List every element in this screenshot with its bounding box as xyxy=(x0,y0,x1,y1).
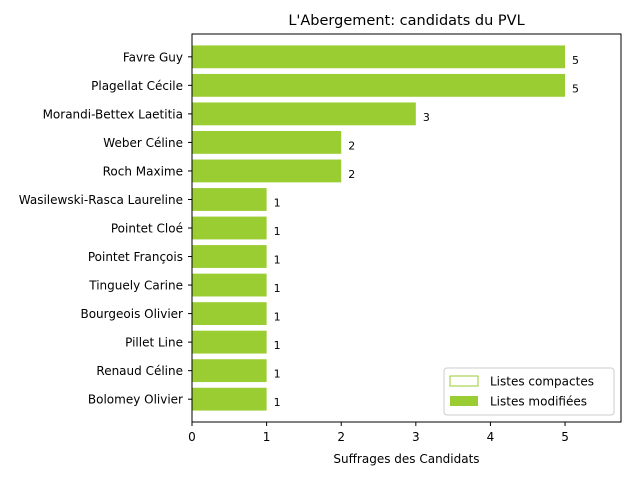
y-tick-label: Favre Guy xyxy=(123,50,183,64)
x-tick-label: 1 xyxy=(263,430,271,444)
bar xyxy=(192,359,267,383)
data-label: 1 xyxy=(274,196,281,209)
legend-label: Listes modifiées xyxy=(490,395,587,409)
y-tick-label: Weber Céline xyxy=(103,136,183,150)
data-label: 5 xyxy=(572,82,579,95)
bar xyxy=(192,273,267,297)
data-label: 5 xyxy=(572,54,579,67)
data-label: 1 xyxy=(274,225,281,238)
bar xyxy=(192,245,267,268)
legend: Listes compactes Listes modifiées xyxy=(443,367,615,416)
bar xyxy=(192,330,267,354)
bar xyxy=(192,131,342,154)
data-label: 1 xyxy=(274,254,281,267)
data-label: 1 xyxy=(274,311,281,324)
bars-layer: 5 5 3 2 2 1 1 1 1 1 1 1 1 xyxy=(192,45,579,411)
data-label: 1 xyxy=(274,282,281,295)
bar xyxy=(192,45,566,69)
bar xyxy=(192,302,267,325)
y-tick-label: Pointet Cloé xyxy=(111,222,183,236)
x-tick-label: 5 xyxy=(561,430,569,444)
y-tick-label: Roch Maxime xyxy=(103,164,183,178)
legend-label: Listes compactes xyxy=(490,375,594,389)
plot-frame xyxy=(191,33,622,423)
legend-swatch-outline xyxy=(449,375,479,387)
bar xyxy=(192,188,267,211)
y-tick-label: Pointet François xyxy=(88,250,183,264)
x-tick-label: 4 xyxy=(487,430,495,444)
bar xyxy=(192,102,416,126)
y-tick-label: Tinguely Carine xyxy=(88,279,183,293)
y-tick-label: Wasilewski-Rasca Laureline xyxy=(19,193,183,207)
data-label: 3 xyxy=(423,111,430,124)
data-label: 2 xyxy=(348,139,355,152)
chart-title: L'Abergement: candidats du PVL xyxy=(288,13,524,29)
axes-layer: Favre Guy Plagellat Cécile Morandi-Bettex … xyxy=(19,33,622,444)
x-tick-label: 3 xyxy=(412,430,420,444)
bar xyxy=(192,387,267,411)
y-tick-label: Renaud Céline xyxy=(96,364,183,378)
y-tick-label: Plagellat Cécile xyxy=(91,79,183,93)
data-label: 1 xyxy=(274,368,281,381)
legend-box xyxy=(443,367,615,416)
bar xyxy=(192,73,566,97)
y-tick-label: Bourgeois Olivier xyxy=(80,307,183,321)
y-tick-label: Morandi-Bettex Laetitia xyxy=(43,107,183,121)
x-tick-label: 2 xyxy=(337,430,345,444)
y-tick-label: Bolomey Olivier xyxy=(88,393,183,407)
bar xyxy=(192,216,267,240)
data-label: 1 xyxy=(274,339,281,352)
legend-swatch-filled xyxy=(450,396,478,406)
bar xyxy=(192,159,342,183)
y-tick-label: Pillet Line xyxy=(125,336,183,350)
x-axis-label: Suffrages des Candidats xyxy=(333,452,479,466)
data-label: 1 xyxy=(274,396,281,409)
data-label: 2 xyxy=(348,168,355,181)
x-tick-label: 0 xyxy=(188,430,196,444)
